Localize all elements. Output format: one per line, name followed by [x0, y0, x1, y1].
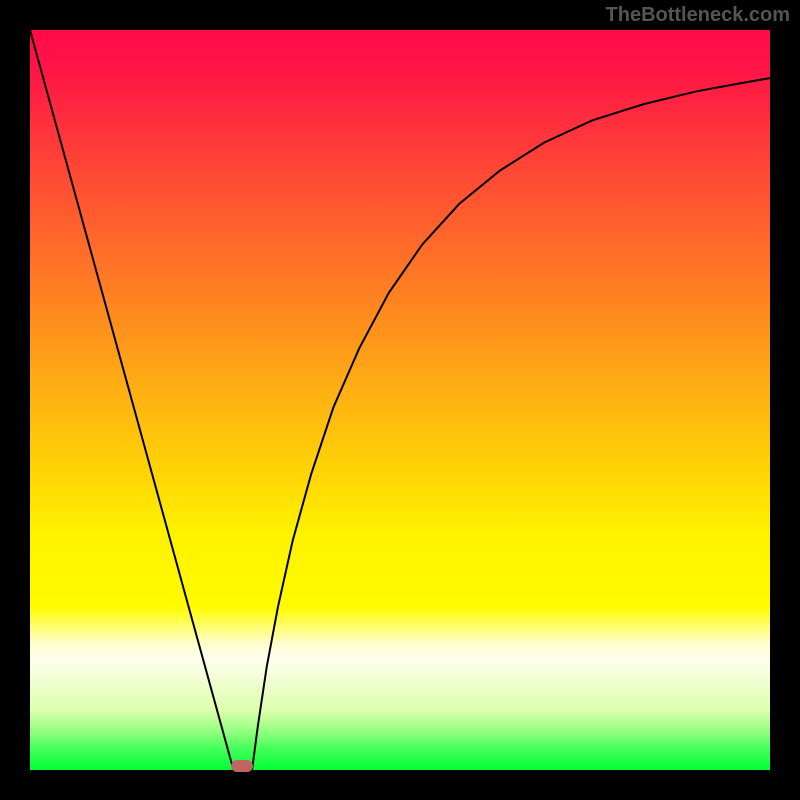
- left-line: [30, 30, 234, 770]
- min-marker: [231, 760, 253, 772]
- plot-area: [30, 30, 770, 770]
- watermark-text: TheBottleneck.com: [606, 4, 790, 27]
- curve-overlay: [30, 30, 770, 770]
- right-curve: [252, 78, 770, 770]
